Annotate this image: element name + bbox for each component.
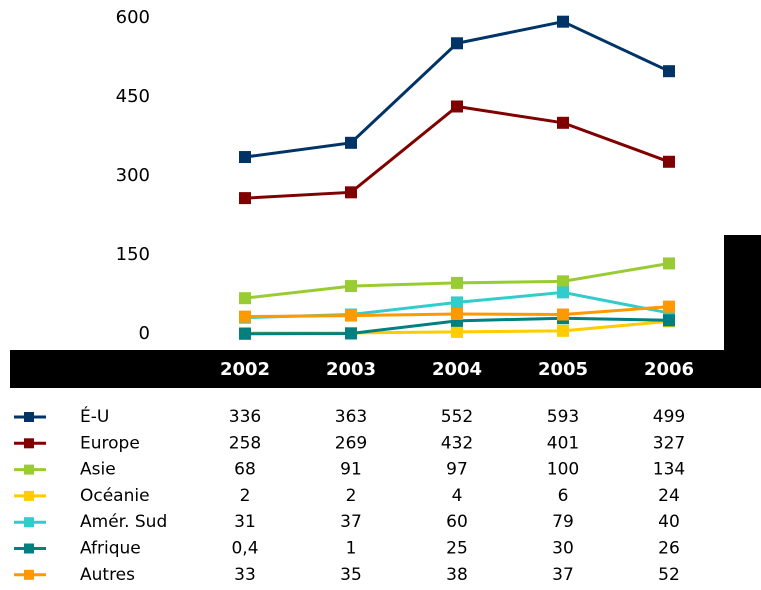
point-marker bbox=[557, 324, 569, 337]
point-marker bbox=[663, 65, 675, 78]
table-value: 0,4 bbox=[231, 539, 258, 559]
table-value: 327 bbox=[653, 433, 685, 453]
point-marker bbox=[451, 100, 463, 113]
legend-label: Asie bbox=[80, 460, 116, 480]
table-value: 31 bbox=[234, 512, 256, 532]
legend-label: Autres bbox=[80, 565, 135, 585]
point-marker bbox=[345, 136, 357, 149]
point-marker bbox=[345, 280, 357, 293]
point-marker bbox=[663, 314, 675, 327]
table-value: 552 bbox=[441, 407, 473, 427]
table-value: 4 bbox=[452, 486, 463, 506]
table-value: 432 bbox=[441, 433, 473, 453]
legend-marker bbox=[24, 517, 34, 528]
legend-label: Amér. Sud bbox=[80, 512, 167, 532]
series-line bbox=[244, 104, 670, 200]
table-value: 60 bbox=[446, 512, 468, 532]
table-value: 25 bbox=[446, 539, 468, 559]
table-value: 37 bbox=[552, 565, 574, 585]
point-marker bbox=[663, 257, 675, 270]
y-tick-label: 0 bbox=[139, 323, 150, 344]
table-value: 401 bbox=[547, 433, 579, 453]
table-value: 68 bbox=[234, 460, 256, 480]
table-value: 24 bbox=[658, 486, 680, 506]
legend-label: É-U bbox=[80, 405, 109, 427]
point-marker bbox=[557, 308, 569, 321]
table-value: 26 bbox=[658, 539, 680, 559]
y-tick-label: 600 bbox=[116, 7, 150, 28]
table-value: 269 bbox=[335, 433, 367, 453]
table-value: 33 bbox=[234, 565, 256, 585]
point-marker bbox=[239, 327, 251, 340]
point-marker bbox=[239, 151, 251, 164]
legend-marker bbox=[24, 490, 34, 501]
x-tick-label: 2005 bbox=[538, 359, 588, 380]
point-marker bbox=[451, 296, 463, 309]
point-marker bbox=[239, 292, 251, 305]
point-marker bbox=[663, 300, 675, 313]
legend-marker bbox=[24, 412, 34, 422]
point-marker bbox=[239, 310, 251, 323]
legend-label: Océanie bbox=[80, 486, 150, 506]
y-tick-label: 150 bbox=[116, 244, 150, 265]
table-value: 336 bbox=[229, 407, 261, 427]
x-tick-label: 2006 bbox=[644, 359, 694, 380]
table-value: 37 bbox=[340, 512, 362, 532]
legend-label: Europe bbox=[80, 433, 140, 453]
table-value: 40 bbox=[658, 512, 680, 532]
legend-label: Afrique bbox=[80, 539, 141, 559]
point-marker bbox=[451, 276, 463, 289]
table-value: 35 bbox=[340, 565, 362, 585]
point-marker bbox=[557, 275, 569, 288]
legend-marker bbox=[24, 464, 34, 475]
table-value: 2 bbox=[346, 486, 357, 506]
table-value: 97 bbox=[446, 460, 468, 480]
table-value: 30 bbox=[552, 539, 574, 559]
table-value: 258 bbox=[229, 433, 261, 453]
point-marker bbox=[451, 37, 463, 50]
point-marker bbox=[663, 155, 675, 168]
y-tick-label: 300 bbox=[116, 165, 150, 186]
y-tick-label: 450 bbox=[116, 86, 150, 107]
point-marker bbox=[451, 325, 463, 338]
table-value: 79 bbox=[552, 512, 574, 532]
point-marker bbox=[345, 309, 357, 322]
x-tick-label: 2002 bbox=[220, 359, 270, 380]
table-value: 6 bbox=[558, 486, 569, 506]
point-marker bbox=[345, 327, 357, 340]
table-value: 38 bbox=[446, 565, 468, 585]
point-marker bbox=[345, 186, 357, 199]
year-bar bbox=[10, 350, 740, 388]
point-marker bbox=[557, 286, 569, 299]
x-tick-label: 2004 bbox=[432, 359, 482, 380]
point-marker bbox=[451, 307, 463, 320]
x-tick-label: 2003 bbox=[326, 359, 376, 380]
table-value: 2 bbox=[240, 486, 251, 506]
table-value: 593 bbox=[547, 407, 579, 427]
table-value: 363 bbox=[335, 407, 367, 427]
legend-marker bbox=[24, 438, 34, 449]
point-marker bbox=[239, 192, 251, 205]
table-value: 1 bbox=[346, 539, 357, 559]
table-value: 91 bbox=[340, 460, 362, 480]
table-value: 134 bbox=[653, 460, 685, 480]
legend-marker bbox=[24, 569, 34, 580]
table-value: 52 bbox=[658, 565, 680, 585]
point-marker bbox=[557, 116, 569, 129]
table-value: 100 bbox=[547, 460, 579, 480]
table-value: 499 bbox=[653, 407, 685, 427]
point-marker bbox=[557, 15, 569, 28]
legend-marker bbox=[24, 543, 34, 554]
